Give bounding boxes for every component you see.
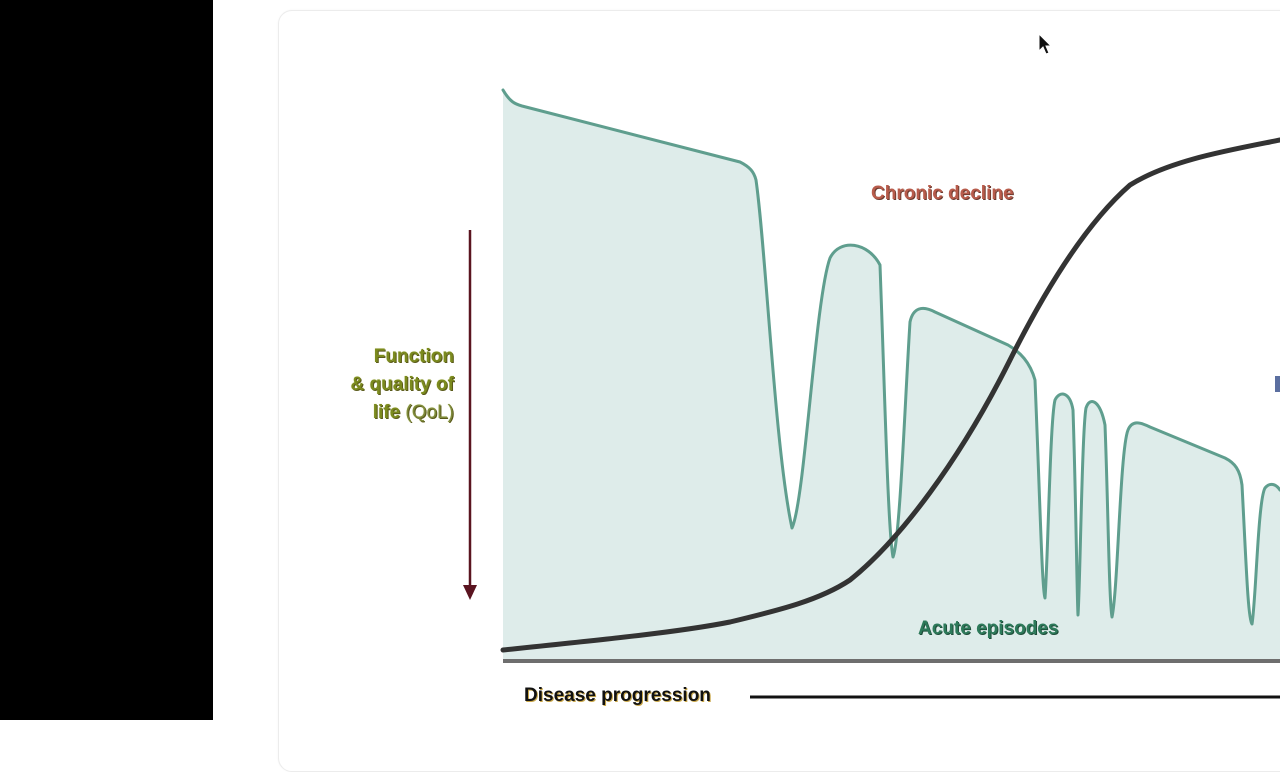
qol-area-fill <box>503 90 1280 660</box>
disease-progression-label: Disease progression <box>524 685 711 706</box>
mouse-pointer-icon <box>1038 33 1052 55</box>
clipped-legend-marker <box>1275 376 1280 392</box>
acute-episodes-label: Acute episodes <box>918 618 1059 639</box>
disease-trajectory-diagram <box>463 88 1280 699</box>
chronic-decline-label: Chronic decline <box>871 183 1014 204</box>
y-axis-label: Function & quality of life (QoL) <box>300 343 454 427</box>
down-arrow-icon <box>463 230 477 600</box>
y-axis-label-line2: & quality of <box>350 374 454 395</box>
left-black-panel <box>0 0 213 720</box>
y-axis-label-line1: Function <box>373 346 454 367</box>
qol-abbreviation: (QoL) <box>405 402 454 423</box>
qol-curve <box>501 88 1280 626</box>
y-axis-label-line3: life <box>372 402 401 423</box>
decline-curve <box>500 137 1280 653</box>
